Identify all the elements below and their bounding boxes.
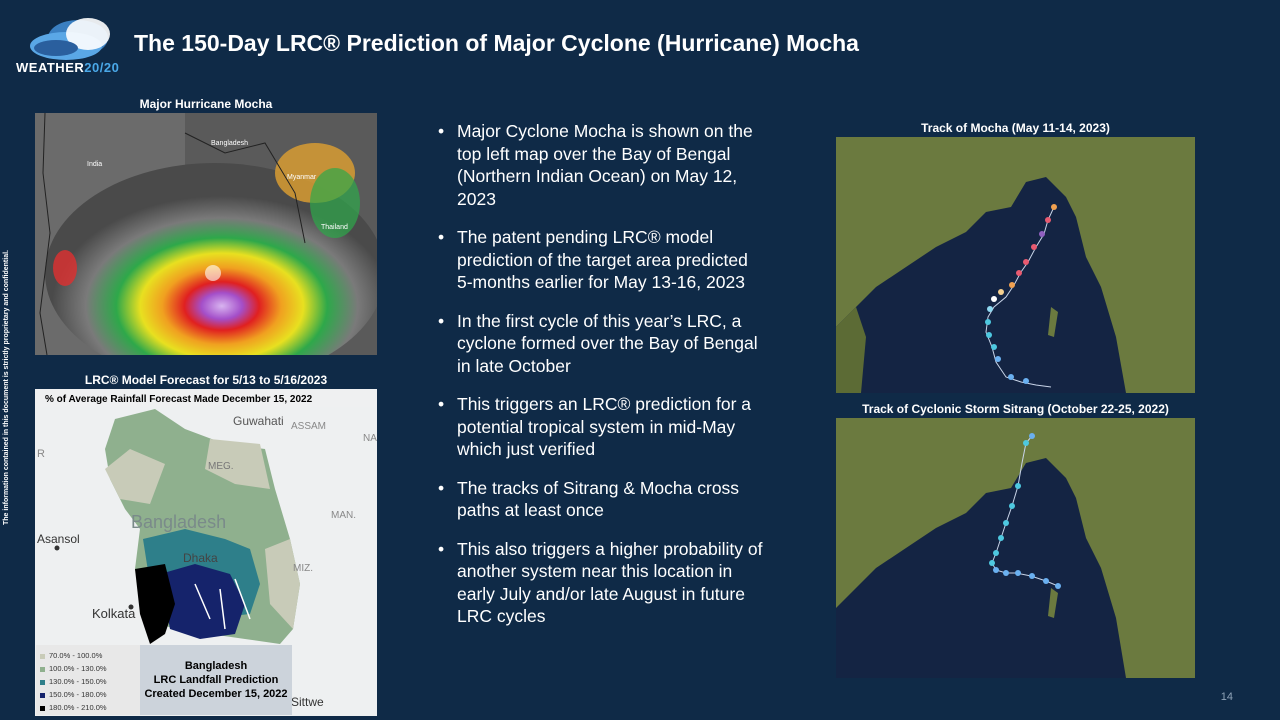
- landfall-prediction-box: Bangladesh LRC Landfall Prediction Creat…: [140, 645, 292, 715]
- satellite-image: India Bangladesh Myanmar Thailand: [35, 113, 377, 355]
- map-label-guwahati: Guwahati: [233, 414, 284, 428]
- forecast-legend: 70.0% - 100.0% 100.0% - 130.0% 130.0% - …: [36, 645, 144, 715]
- page-number: 14: [1220, 691, 1233, 703]
- bullet-item: This triggers an LRC® prediction for a p…: [436, 393, 766, 461]
- legend-item: 130.0% - 150.0%: [40, 677, 107, 686]
- legend-swatch: [40, 679, 45, 685]
- logo-text: WEATHER20/20: [16, 60, 120, 75]
- sat-label-bangladesh: Bangladesh: [211, 140, 248, 147]
- map-label-dhaka: Dhaka: [183, 551, 218, 565]
- legend-item: 70.0% - 100.0%: [40, 651, 102, 660]
- legend-item: 100.0% - 130.0%: [40, 664, 107, 673]
- sat-label-india: India: [87, 161, 102, 168]
- mocha-track-caption: Track of Mocha (May 11-14, 2023): [921, 121, 1110, 135]
- map-label-na: NA: [363, 433, 377, 444]
- map-label-r: R: [37, 448, 45, 460]
- sitrang-track-caption: Track of Cyclonic Storm Sitrang (October…: [862, 402, 1169, 416]
- mocha-track-map: [836, 137, 1195, 393]
- sat-label-myanmar: Myanmar: [287, 174, 317, 181]
- sitrang-track-map: [836, 418, 1195, 678]
- legend-swatch: [40, 666, 45, 672]
- landfall-line-1: Bangladesh: [184, 660, 248, 672]
- legend-swatch: [40, 653, 45, 659]
- weather2020-logo: [30, 18, 110, 60]
- bullet-list: Major Cyclone Mocha is shown on the top …: [436, 120, 766, 644]
- page-title: The 150-Day LRC® Prediction of Major Cyc…: [134, 30, 859, 56]
- map-label-assam: ASSAM: [291, 421, 326, 432]
- legend-swatch: [40, 692, 45, 698]
- sat-label-thailand: Thailand: [321, 224, 348, 231]
- satellite-caption: Major Hurricane Mocha: [139, 97, 273, 111]
- confidentiality-note: The information contained in this docume…: [3, 250, 10, 525]
- forecast-subtitle: % of Average Rainfall Forecast Made Dece…: [45, 394, 313, 405]
- map-label-bangladesh: Bangladesh: [131, 512, 226, 532]
- map-label-meg: MEG.: [208, 461, 234, 472]
- map-label-sittwe: Sittwe: [291, 695, 324, 709]
- bullet-item: In the first cycle of this year’s LRC, a…: [436, 310, 766, 378]
- legend-item: 180.0% - 210.0%: [40, 703, 107, 712]
- map-label-miz: MIZ.: [293, 563, 313, 574]
- legend-swatch: [40, 705, 45, 711]
- landfall-line-2: LRC Landfall Prediction: [153, 674, 279, 686]
- forecast-caption: LRC® Model Forecast for 5/13 to 5/16/202…: [84, 373, 328, 387]
- map-label-man: MAN.: [331, 510, 356, 521]
- bullet-item: The patent pending LRC® model prediction…: [436, 226, 766, 294]
- map-label-kolkata: Kolkata: [92, 606, 136, 621]
- bullet-item: This also triggers a higher probability …: [436, 538, 766, 628]
- landfall-line-3: Created December 15, 2022: [144, 688, 288, 700]
- map-label-asansol: Asansol: [37, 532, 80, 546]
- bullet-item: The tracks of Sitrang & Mocha cross path…: [436, 477, 766, 522]
- legend-item: 150.0% - 180.0%: [40, 690, 107, 699]
- bullet-item: Major Cyclone Mocha is shown on the top …: [436, 120, 766, 210]
